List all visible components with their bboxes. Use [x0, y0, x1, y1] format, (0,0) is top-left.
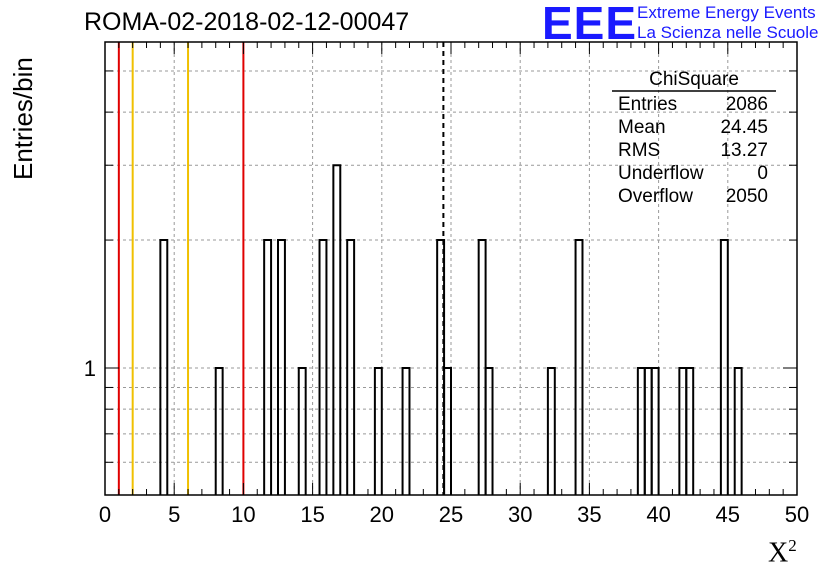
x-tick-label: 10 [231, 502, 255, 527]
x-tick-label: 0 [99, 502, 111, 527]
stats-row-label: Underflow [618, 163, 704, 184]
y-tick-label: 1 [84, 356, 96, 381]
stats-row-value: 2050 [726, 186, 768, 207]
x-axis-label: X2 [768, 536, 797, 569]
histogram-bin [214, 367, 224, 495]
histogram-bin [263, 239, 273, 495]
histogram-bin [650, 367, 660, 495]
histogram-bin [277, 239, 286, 495]
x-tick-label: 40 [646, 502, 670, 527]
y-axis-label: Entries/bin [8, 57, 38, 180]
histogram-bin [685, 367, 695, 495]
histogram-bin [346, 239, 356, 495]
x-tick-label: 5 [168, 502, 180, 527]
histogram-bars [159, 164, 743, 495]
logo-tagline-1: Extreme Energy Events [637, 3, 816, 22]
x-tick-label: 45 [716, 502, 740, 527]
marker-lines [117, 42, 445, 495]
stats-row-label: Mean [618, 117, 666, 138]
histogram-bin [719, 239, 729, 495]
histogram-bin [159, 239, 169, 495]
eee-logo: EEE [542, 0, 638, 49]
stats-row-label: RMS [618, 140, 660, 161]
x-tick-label: 35 [577, 502, 601, 527]
histogram-bin [733, 367, 743, 495]
histogram-bin [574, 239, 584, 495]
stats-box: ChiSquare Entries 2086 Mean 24.45 RMS 13.27 Und… [612, 69, 776, 207]
stats-row-value: 0 [757, 163, 768, 184]
stats-box-title: ChiSquare [649, 69, 739, 90]
histogram-bin [318, 239, 328, 495]
histogram-bin [297, 367, 307, 495]
histogram-bin [332, 164, 342, 495]
stats-row-value: 24.45 [720, 117, 768, 138]
histogram-bin [546, 367, 556, 495]
stats-row-label: Overflow [618, 186, 693, 207]
x-tick-label: 15 [300, 502, 324, 527]
histogram-bin [373, 367, 383, 495]
x-tick-label: 50 [785, 502, 809, 527]
chart-title: ROMA-02-2018-02-12-00047 [84, 8, 410, 36]
stats-row-value: 13.27 [720, 140, 768, 161]
x-tick-label: 20 [370, 502, 394, 527]
x-axis-label-text: X [768, 537, 789, 569]
axis-ticks: 0 5 10 15 20 25 30 35 40 45 50 1 [84, 42, 809, 527]
histogram-bin [401, 367, 411, 495]
stats-row-label: Entries [618, 94, 677, 115]
stats-row-value: 2086 [726, 94, 768, 115]
x-tick-label: 25 [439, 502, 463, 527]
x-tick-label: 30 [508, 502, 532, 527]
x-axis-label-superscript: 2 [788, 536, 797, 555]
logo-tagline-2: La Scienza nelle Scuole [637, 23, 819, 42]
histogram-bin [484, 367, 494, 495]
